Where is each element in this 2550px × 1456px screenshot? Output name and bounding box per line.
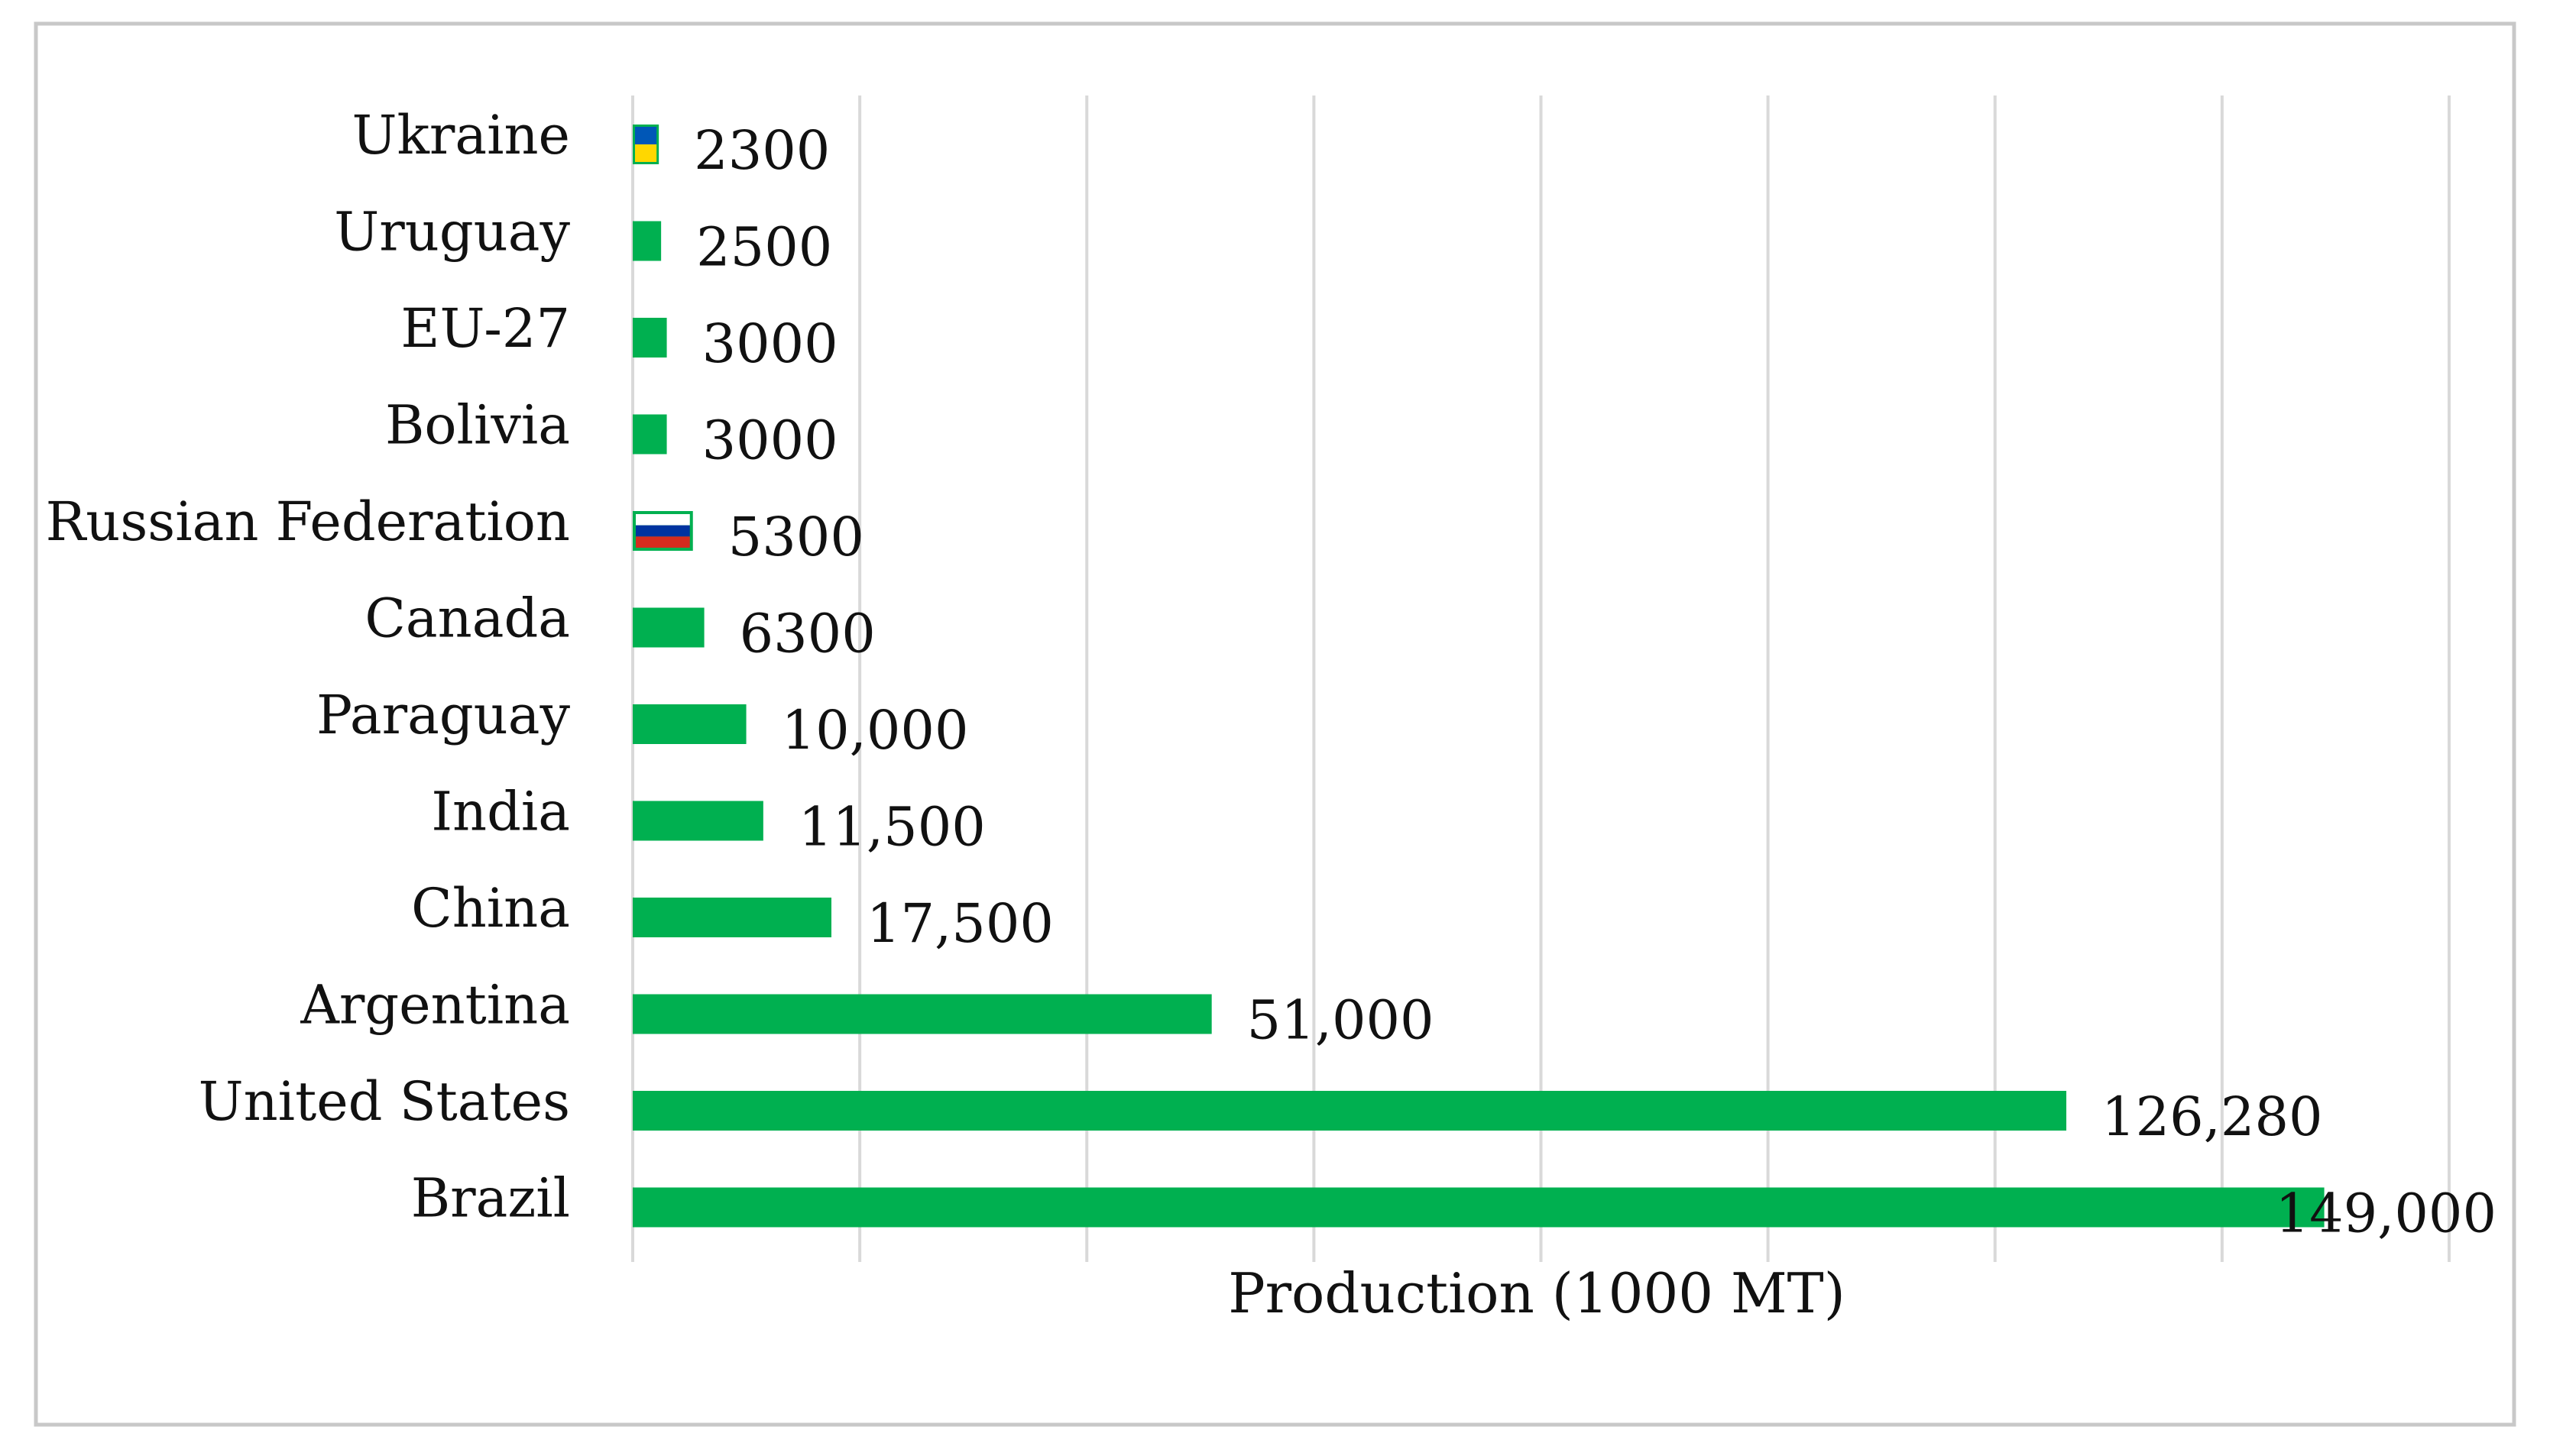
value-label-russian-federation: 5300 <box>728 506 864 568</box>
category-label-uruguay: Uruguay <box>334 200 570 263</box>
category-label-argentina: Argentina <box>300 973 570 1036</box>
value-label-argentina: 51,000 <box>1247 988 1434 1051</box>
value-label-ukraine: 2300 <box>694 119 830 182</box>
flag-stripe-blue <box>636 525 690 537</box>
value-label-uruguay: 2500 <box>696 215 832 278</box>
category-label-bolivia: Bolivia <box>385 393 570 456</box>
bar-argentina <box>633 994 1212 1034</box>
category-labels: Ukraine Uruguay EU-27 Bolivia Russian Federa… <box>46 104 571 1230</box>
category-label-eu-27: EU-27 <box>400 297 570 360</box>
bar-brazil <box>633 1187 2325 1228</box>
bar-fill <box>633 704 747 744</box>
x-axis-title: Production (1000 MT) <box>1228 1261 1845 1325</box>
bar-ukraine <box>633 125 659 164</box>
value-label-china: 17,500 <box>867 892 1054 955</box>
bar-fill <box>633 994 1212 1034</box>
bar-fill <box>633 898 831 937</box>
category-label-brazil: Brazil <box>411 1166 570 1229</box>
bar-india <box>633 801 763 841</box>
bar-bolivia <box>633 414 667 455</box>
bar-fill <box>633 1187 2325 1228</box>
category-label-canada: Canada <box>365 587 570 649</box>
bar-russian-federation <box>633 511 693 551</box>
bar-china <box>633 898 831 937</box>
bar-fill <box>633 607 705 648</box>
category-label-russian-federation: Russian Federation <box>46 490 570 553</box>
flag-stripe-white <box>636 514 690 526</box>
value-label-paraguay: 10,000 <box>782 699 969 762</box>
bar-fill <box>633 1091 2067 1131</box>
data-labels: 2300 2500 3000 3000 5300 6300 10,000 11,500 17,5… <box>694 119 2497 1245</box>
gridlines <box>631 95 2451 1262</box>
bar-uruguay <box>633 221 662 261</box>
bar-paraguay <box>633 704 747 744</box>
value-label-brazil: 149,000 <box>2276 1182 2497 1244</box>
value-label-eu-27: 3000 <box>702 312 838 375</box>
flag-stripe-yellow <box>635 144 657 162</box>
bar-fill <box>633 414 667 455</box>
category-label-china: China <box>411 877 570 940</box>
category-label-united-states: United States <box>199 1070 570 1133</box>
value-label-canada: 6300 <box>740 602 876 665</box>
flag-stripe-red <box>636 536 690 548</box>
value-label-bolivia: 3000 <box>702 409 838 471</box>
bars <box>633 125 2325 1228</box>
category-label-ukraine: Ukraine <box>352 104 570 167</box>
bar-fill <box>633 801 763 841</box>
bar-united-states <box>633 1091 2067 1131</box>
category-label-paraguay: Paraguay <box>316 684 571 746</box>
bar-canada <box>633 607 705 648</box>
bar-fill <box>633 318 667 358</box>
value-label-united-states: 126,280 <box>2101 1086 2322 1148</box>
category-label-india: India <box>431 780 570 843</box>
flag-stripe-blue <box>635 127 657 144</box>
bar-eu-27 <box>633 318 667 358</box>
bar-fill <box>633 221 662 261</box>
value-label-india: 11,500 <box>799 795 986 858</box>
